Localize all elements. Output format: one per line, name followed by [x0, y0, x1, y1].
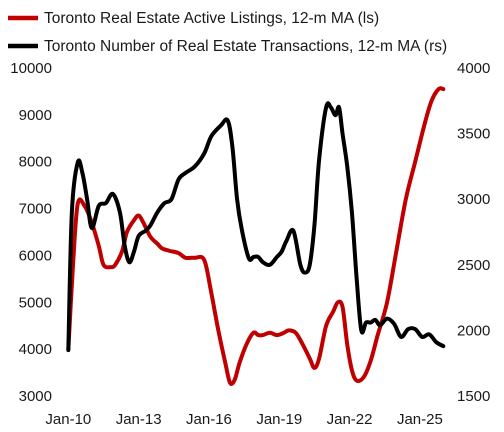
- series-line-transactions: [66, 101, 446, 353]
- y-axis-right: 1500 2000 2500 3000 3500 4000: [457, 60, 490, 405]
- y-left-tick-label: 10000: [10, 60, 52, 77]
- y-left-tick-label: 4000: [19, 341, 52, 358]
- x-tick-label: Jan-16: [186, 411, 232, 428]
- y-left-tick-label: 3000: [19, 388, 52, 405]
- x-tick-label: Jan-22: [327, 411, 373, 428]
- y-right-tick-label: 2000: [457, 322, 490, 339]
- y-left-tick-label: 7000: [19, 201, 52, 218]
- x-tick-label: Jan-13: [116, 411, 162, 428]
- y-right-tick-label: 4000: [457, 60, 490, 77]
- y-axis-left: 3000 4000 5000 6000 7000 8000 9000 10000: [10, 60, 52, 405]
- legend-label-transactions: Toronto Number of Real Estate Transactio…: [44, 38, 447, 55]
- x-tick-label: Jan-25: [397, 411, 443, 428]
- y-left-tick-label: 9000: [19, 107, 52, 124]
- y-left-tick-label: 6000: [19, 247, 52, 264]
- legend: Toronto Real Estate Active Listings, 12-…: [8, 10, 447, 55]
- x-tick-label: Jan-19: [256, 411, 302, 428]
- x-axis: Jan-10 Jan-13 Jan-16 Jan-19 Jan-22 Jan-25: [45, 411, 442, 428]
- y-left-tick-label: 8000: [19, 154, 52, 171]
- plot-area: [66, 86, 446, 386]
- y-left-tick-label: 5000: [19, 294, 52, 311]
- y-right-tick-label: 3500: [457, 126, 490, 143]
- y-right-tick-label: 2500: [457, 257, 490, 274]
- y-right-tick-label: 3000: [457, 191, 490, 208]
- y-right-tick-label: 1500: [457, 388, 490, 405]
- legend-label-listings: Toronto Real Estate Active Listings, 12-…: [44, 10, 379, 27]
- x-tick-label: Jan-10: [45, 411, 91, 428]
